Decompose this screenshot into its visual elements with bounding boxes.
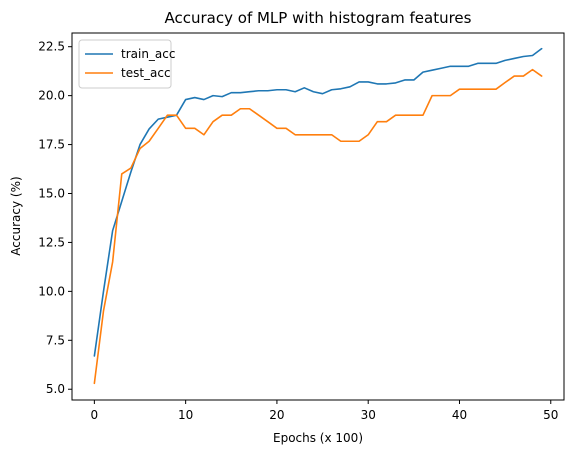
x-tick-label: 50 xyxy=(543,408,558,422)
y-tick-label: 17.5 xyxy=(38,138,65,152)
legend-label-test-acc: test_acc xyxy=(121,66,171,80)
y-tick-label: 15.0 xyxy=(38,187,65,201)
y-tick-label: 12.5 xyxy=(38,235,65,249)
legend-label-train-acc: train_acc xyxy=(121,47,175,61)
series-line-test-acc xyxy=(93,68,543,385)
legend: train_acc test_acc xyxy=(78,39,175,89)
x-tick-label: 0 xyxy=(91,408,99,422)
x-axis-label: Epochs (x 100) xyxy=(273,431,363,445)
y-tick-label: 5.0 xyxy=(46,382,65,396)
series-lines xyxy=(93,47,543,385)
y-tick-label: 7.5 xyxy=(46,333,65,347)
series-line-train-acc xyxy=(93,47,543,357)
y-tick-label: 10.0 xyxy=(38,284,65,298)
legend-box xyxy=(78,39,172,89)
x-tick-label: 30 xyxy=(361,408,376,422)
y-tick-label: 20.0 xyxy=(38,89,65,103)
plot-frame xyxy=(71,32,565,401)
y-tick-label: 22.5 xyxy=(38,40,65,54)
y-axis-label: Accuracy (%) xyxy=(9,176,23,255)
chart-title: Accuracy of MLP with histogram features xyxy=(165,9,472,27)
x-tick-label: 20 xyxy=(269,408,284,422)
x-tick-label: 40 xyxy=(452,408,467,422)
plot-area xyxy=(71,32,565,401)
axis-ticks: 0 10 20 30 40 50 5.0 7.5 10.0 12.5 15.0 17.5 20.0 22.… xyxy=(38,40,558,422)
x-tick-label: 10 xyxy=(178,408,193,422)
